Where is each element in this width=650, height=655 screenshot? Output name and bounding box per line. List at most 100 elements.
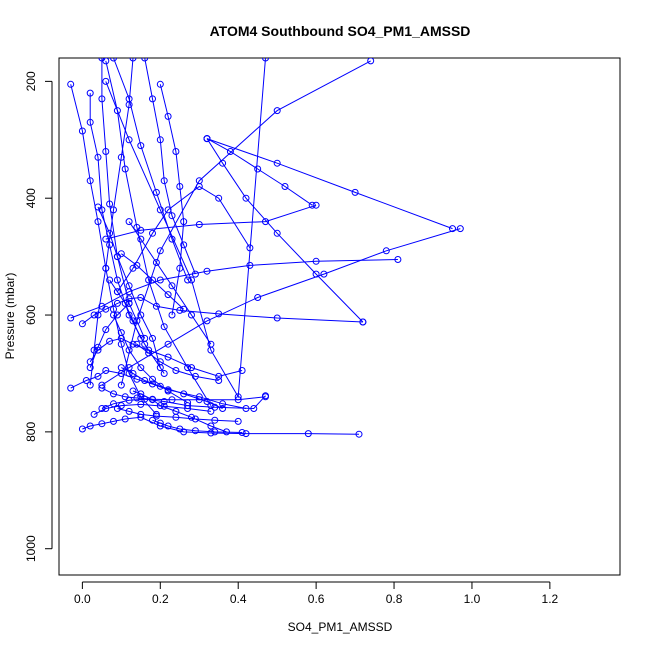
- data-point: [160, 370, 168, 377]
- data-point: [238, 429, 246, 436]
- data-point: [133, 223, 141, 231]
- data-point: [67, 314, 75, 322]
- data-point: [82, 377, 90, 384]
- data-point: [156, 247, 164, 255]
- data-point: [152, 412, 160, 420]
- data-point: [191, 270, 199, 278]
- data-point: [203, 267, 211, 275]
- series-line: [113, 314, 188, 404]
- data-point: [102, 58, 110, 65]
- x-tick-label: 0.2: [152, 592, 169, 606]
- data-point: [164, 353, 172, 361]
- data-point: [113, 107, 121, 115]
- data-point: [106, 337, 114, 345]
- data-point: [215, 377, 223, 384]
- series: [117, 250, 188, 313]
- y-axis-label: Pressure (mbar): [3, 273, 17, 360]
- data-point: [121, 393, 129, 401]
- data-point: [117, 153, 125, 161]
- series: [102, 58, 215, 410]
- data-point: [129, 58, 137, 62]
- series: [141, 58, 199, 278]
- data-point: [110, 206, 117, 214]
- data-point: [188, 276, 195, 284]
- data-point: [94, 153, 102, 161]
- data-point: [137, 390, 145, 398]
- data-point: [168, 311, 176, 319]
- data-point: [90, 410, 98, 418]
- data-point: [160, 323, 168, 331]
- data-point: [156, 358, 164, 366]
- data-point: [156, 419, 164, 427]
- series-line: [152, 419, 243, 433]
- data-point: [102, 326, 110, 334]
- data-point: [86, 89, 94, 97]
- data-point: [129, 340, 137, 348]
- data-point: [172, 407, 180, 415]
- data-point: [145, 349, 153, 357]
- data-point: [168, 212, 176, 220]
- data-point: [160, 398, 168, 405]
- data-point: [172, 367, 180, 374]
- series: [203, 135, 316, 209]
- data-point: [219, 400, 227, 408]
- data-point: [164, 340, 172, 348]
- series-line: [93, 403, 211, 415]
- data-point: [172, 148, 180, 155]
- data-point: [78, 320, 86, 328]
- data-point: [121, 415, 129, 423]
- series-line: [116, 185, 251, 292]
- series-line: [206, 138, 364, 323]
- series-line: [105, 60, 212, 406]
- data-point: [117, 364, 125, 372]
- data-point: [98, 58, 106, 62]
- data-point: [382, 247, 390, 255]
- data-point: [203, 135, 211, 143]
- data-point: [94, 372, 102, 380]
- data-point: [102, 305, 110, 313]
- data-point: [180, 241, 188, 249]
- data-point: [102, 148, 110, 155]
- data-point: [180, 218, 188, 226]
- series: [125, 218, 215, 348]
- data-point: [125, 346, 133, 354]
- series: [86, 299, 133, 372]
- data-point: [195, 183, 203, 190]
- data-point: [394, 256, 402, 263]
- data-point: [141, 58, 149, 62]
- series-line: [206, 138, 313, 206]
- data-point: [238, 367, 246, 374]
- data-point: [133, 261, 141, 269]
- data-point: [203, 398, 211, 405]
- data-point: [98, 420, 106, 428]
- data-point: [219, 159, 227, 167]
- data-point: [320, 270, 328, 278]
- data-point: [168, 235, 176, 243]
- y-tick-label: 1000: [24, 535, 38, 562]
- data-point: [273, 229, 281, 237]
- series-line: [128, 221, 212, 345]
- data-point: [156, 276, 164, 284]
- x-tick-label: 0.0: [74, 592, 91, 606]
- data-point: [137, 410, 145, 418]
- data-point: [234, 396, 242, 404]
- series-line: [82, 296, 363, 325]
- series-line: [97, 206, 161, 368]
- data-point: [273, 107, 281, 115]
- data-point: [86, 118, 94, 126]
- series-line: [121, 367, 223, 409]
- data-point: [110, 311, 117, 319]
- series: [106, 276, 145, 342]
- data-point: [137, 235, 145, 243]
- data-point: [226, 148, 234, 155]
- series-line: [113, 58, 189, 281]
- series-line: [101, 228, 461, 386]
- data-point: [234, 417, 242, 425]
- data-point: [78, 425, 86, 433]
- y-tick-label: 400: [24, 188, 38, 208]
- data-point: [86, 364, 94, 372]
- data-point: [102, 264, 110, 272]
- x-tick-label: 0.4: [230, 592, 247, 606]
- data-point: [203, 317, 211, 325]
